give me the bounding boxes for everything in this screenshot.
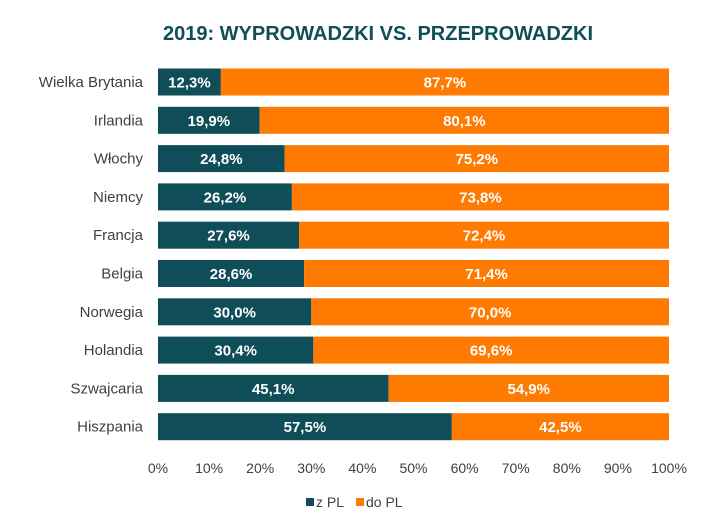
bar-z-pl bbox=[158, 68, 221, 96]
bar-z-pl bbox=[158, 298, 312, 326]
x-tick-label: 40% bbox=[348, 460, 376, 476]
bar-labels: 12,3% 87,7% 19,9% 80,1% 24,8% 75,2% 26,2% 73,8%… bbox=[168, 75, 582, 437]
data-label: 87,7% bbox=[424, 75, 467, 92]
bar-z-pl bbox=[158, 145, 285, 173]
data-label: 45,1% bbox=[252, 381, 295, 398]
bar-z-pl bbox=[158, 336, 314, 364]
bar-z-pl bbox=[158, 106, 260, 134]
legend-label: z PL bbox=[316, 494, 344, 510]
x-tick-label: 100% bbox=[651, 460, 687, 476]
bar-do-pl bbox=[388, 374, 669, 402]
x-axis-ticks: 0% 10% 20% 30% 40% 50% 60% 70% 80% 90% 100% bbox=[148, 460, 687, 476]
category-label: Irlandia bbox=[94, 112, 144, 129]
data-label: 30,4% bbox=[214, 343, 257, 360]
bar-do-pl bbox=[451, 413, 669, 441]
bar-do-pl bbox=[313, 336, 669, 364]
legend-swatch bbox=[356, 498, 364, 506]
data-label: 54,9% bbox=[507, 381, 550, 398]
x-tick-label: 50% bbox=[399, 460, 427, 476]
bar-do-pl bbox=[291, 183, 669, 211]
data-label: 42,5% bbox=[539, 419, 582, 436]
data-label: 72,4% bbox=[463, 228, 506, 245]
bar-z-pl bbox=[158, 183, 292, 211]
legend-swatch bbox=[306, 498, 314, 506]
x-tick-label: 70% bbox=[502, 460, 530, 476]
bars bbox=[158, 68, 669, 441]
category-label: Francja bbox=[93, 227, 144, 244]
bar-do-pl bbox=[304, 260, 669, 287]
data-label: 71,4% bbox=[465, 266, 508, 283]
chart-title: 2019: WYPROWADZKI VS. PRZEPROWADZKI bbox=[163, 23, 593, 45]
category-label: Niemcy bbox=[93, 189, 144, 206]
x-tick-label: 60% bbox=[451, 460, 479, 476]
data-label: 57,5% bbox=[284, 419, 327, 436]
x-tick-label: 20% bbox=[246, 460, 274, 476]
category-label: Włochy bbox=[94, 151, 144, 168]
bar-z-pl bbox=[158, 221, 300, 249]
category-label: Norwegia bbox=[80, 304, 144, 321]
bar-do-pl bbox=[220, 68, 669, 96]
bar-z-pl bbox=[158, 413, 452, 441]
legend-label: do PL bbox=[366, 494, 403, 510]
bar-do-pl bbox=[311, 298, 669, 326]
data-label: 69,6% bbox=[470, 343, 513, 360]
data-label: 80,1% bbox=[443, 113, 486, 130]
data-label: 30,0% bbox=[213, 304, 256, 321]
data-label: 12,3% bbox=[168, 75, 211, 92]
data-label: 73,8% bbox=[459, 189, 502, 206]
data-label: 19,9% bbox=[188, 113, 231, 130]
category-label: Holandia bbox=[84, 342, 144, 359]
data-label: 75,2% bbox=[456, 151, 499, 168]
data-label: 70,0% bbox=[469, 304, 512, 321]
legend: z PL do PL bbox=[306, 494, 403, 510]
data-label: 27,6% bbox=[207, 228, 250, 245]
data-label: 26,2% bbox=[204, 189, 247, 206]
bar-do-pl bbox=[284, 145, 669, 173]
x-tick-label: 30% bbox=[297, 460, 325, 476]
x-tick-label: 10% bbox=[195, 460, 223, 476]
data-label: 24,8% bbox=[200, 151, 243, 168]
bar-z-pl bbox=[158, 260, 305, 287]
category-label: Wielka Brytania bbox=[39, 74, 144, 91]
x-tick-label: 0% bbox=[148, 460, 168, 476]
category-labels: Wielka Brytania Irlandia Włochy Niemcy Franc… bbox=[39, 74, 144, 436]
category-label: Szwajcaria bbox=[70, 380, 143, 397]
bar-do-pl bbox=[299, 221, 669, 249]
category-label: Belgia bbox=[101, 266, 143, 283]
x-tick-label: 80% bbox=[553, 460, 581, 476]
bar-do-pl bbox=[259, 106, 669, 134]
category-label: Hiszpania bbox=[77, 419, 144, 436]
x-tick-label: 90% bbox=[604, 460, 632, 476]
data-label: 28,6% bbox=[210, 266, 253, 283]
bar-z-pl bbox=[158, 374, 389, 402]
